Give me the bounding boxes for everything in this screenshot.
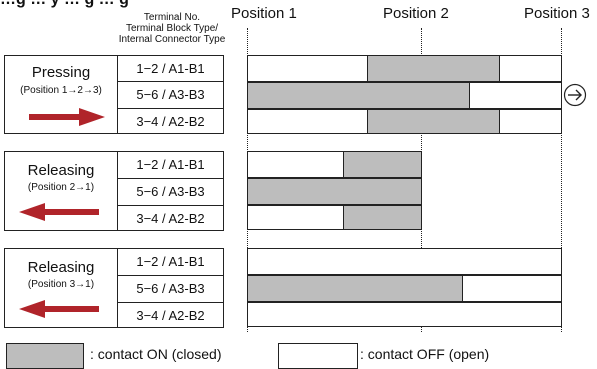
contact-on-bar: [342, 151, 422, 178]
terminal-row: 1−2 / A1-B1: [118, 152, 223, 179]
contact-on-bar: [247, 82, 470, 109]
timing-row: [247, 248, 562, 275]
mode-subtitle: (Position 3→1): [27, 279, 95, 290]
contact-on-bar: [367, 109, 501, 134]
terminal-row: 5−6 / A3-B3: [118, 179, 223, 206]
contact-on-bar: [367, 55, 501, 82]
legend-off-swatch: [278, 343, 358, 369]
terminal-row: 1−2 / A1-B1: [118, 249, 223, 276]
position-2-label: Position 2: [383, 5, 449, 22]
terminal-row: 3−4 / A2-B2: [136, 114, 205, 129]
mode-subtitle: (Position 1→2→3): [20, 85, 102, 96]
mode-pressing-box: Pressing (Position 1→2→3): [4, 55, 118, 134]
circled-right-arrow-icon: [563, 83, 587, 107]
contact-on-bar: [247, 178, 422, 205]
timing-row: [247, 302, 562, 327]
column-header: Terminal No. Terminal Block Type/ Intern…: [84, 12, 260, 45]
contact-on-bar: [342, 205, 422, 230]
contact-on-bar: [247, 275, 463, 302]
position-3-label: Position 3: [524, 5, 590, 22]
terminal-row: 5−6 / A3-B3: [118, 276, 223, 303]
mode-title: Releasing: [27, 259, 95, 276]
left-arrow-icon: [19, 300, 99, 318]
position-1-label: Position 1: [231, 5, 297, 22]
terminal-row: 1−2 / A1-B1: [118, 56, 223, 82]
terminal-table-releasing-2-1: 1−2 / A1-B1 5−6 / A3-B3 3−4 / A2-B2: [117, 151, 224, 231]
terminal-table-pressing: 1−2 / A1-B1 5−6 / A3-B3 3−4 / A2-B2: [117, 55, 224, 134]
terminal-row: 5−6 / A3-B3: [118, 82, 223, 109]
terminal-row: 3−4 / A2-B2: [136, 211, 205, 226]
column-header-line-2: Terminal Block Type/: [125, 23, 219, 34]
left-arrow-icon: [19, 203, 99, 221]
right-arrow-icon: [29, 108, 105, 126]
mode-title: Releasing: [27, 162, 95, 179]
legend-on-label: : contact ON (closed): [90, 346, 222, 362]
mode-title: Pressing: [31, 64, 91, 81]
terminal-row: 3−4 / A2-B2: [136, 308, 205, 323]
mode-subtitle: (Position 2→1): [27, 182, 95, 193]
page-title: …g … y … g … g: [0, 0, 129, 9]
terminal-table-releasing-3-1: 1−2 / A1-B1 5−6 / A3-B3 3−4 / A2-B2: [117, 248, 224, 328]
column-header-line-3: Internal Connector Type: [118, 34, 226, 45]
legend-off-label: : contact OFF (open): [360, 346, 490, 362]
mode-releasing-2-1-box: Releasing (Position 2→1): [4, 151, 118, 231]
position-3-line: [561, 28, 562, 332]
legend-on-swatch: [6, 343, 84, 369]
column-header-line-1: Terminal No.: [143, 12, 201, 23]
